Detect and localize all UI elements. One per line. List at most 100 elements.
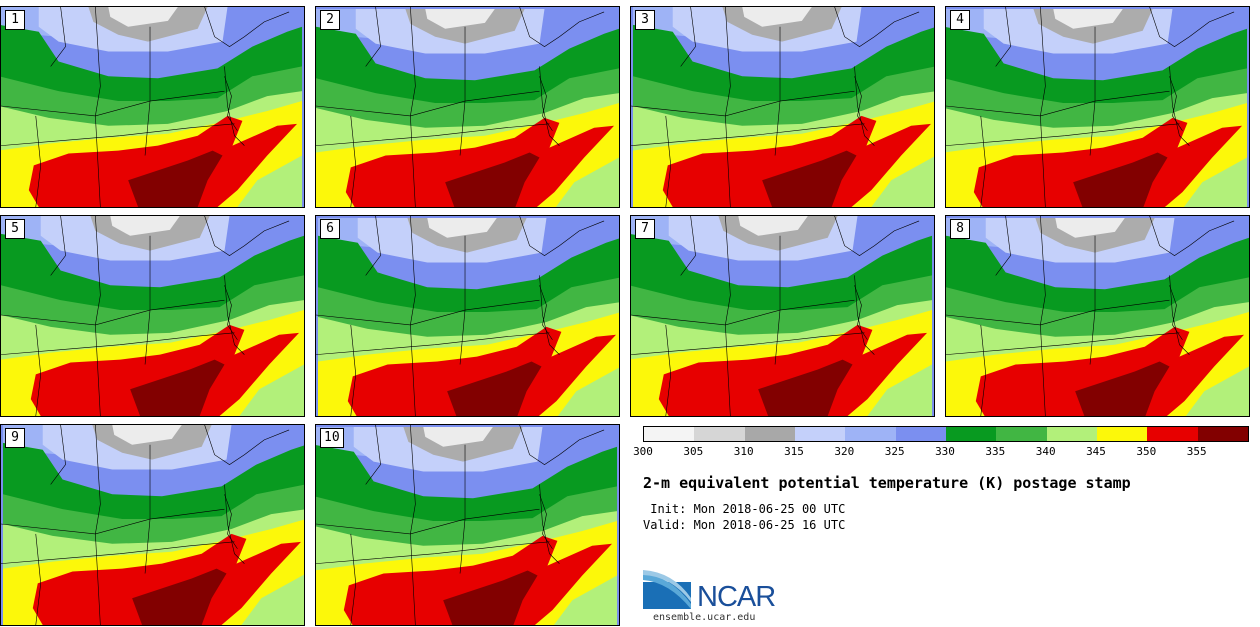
colorbar: [643, 426, 1249, 442]
field-contour: [1075, 361, 1170, 416]
boundary-line: [680, 216, 696, 276]
boundary-line: [1089, 26, 1096, 156]
colorbar-swatch: [794, 427, 846, 441]
field-contour: [973, 117, 1243, 207]
boundary-line: [204, 7, 290, 47]
ensemble-member-panel[interactable]: 9: [0, 424, 305, 626]
ensemble-member-panel[interactable]: 7: [630, 215, 935, 417]
boundary-line: [316, 299, 540, 326]
colorbar-swatch: [1046, 427, 1097, 441]
map-plot: [1, 216, 304, 416]
boundary-line: [725, 7, 731, 207]
field-contour: [112, 425, 182, 445]
map-plot: [1, 7, 304, 207]
field-contour: [425, 8, 495, 29]
boundary-line: [410, 216, 416, 416]
field-contour: [445, 152, 540, 207]
field-contour: [738, 216, 808, 236]
boundary-line: [1169, 285, 1183, 340]
boundary-line: [946, 332, 1180, 355]
colorbar-tick-label: 335: [985, 445, 1006, 458]
boundary-line: [35, 533, 42, 625]
field-contour: [130, 359, 225, 416]
boundary-line: [224, 285, 238, 340]
ensemble-member-panel[interactable]: 6: [315, 215, 620, 417]
member-number-label: 2: [320, 10, 340, 30]
ncar-logo: [643, 570, 691, 609]
boundary-line: [459, 444, 466, 574]
field-contour: [758, 359, 853, 416]
ensemble-member-panel[interactable]: 3: [630, 6, 935, 208]
logo-text: NCAR: [697, 581, 776, 613]
map-plot: [1, 425, 304, 625]
colorbar-swatch: [1147, 427, 1198, 441]
boundary-line: [631, 90, 855, 117]
colorbar-swatch: [845, 427, 896, 441]
colorbar-swatch: [694, 427, 745, 441]
boundary-line: [995, 7, 1011, 67]
boundary-line: [365, 216, 381, 276]
ensemble-member-panel[interactable]: 5: [0, 215, 305, 417]
member-number-label: 9: [5, 428, 25, 448]
boundary-line: [519, 425, 605, 465]
colorbar-tick-label: 330: [935, 445, 955, 458]
boundary-line: [946, 299, 1170, 326]
boundary-line: [665, 115, 672, 207]
boundary-line: [946, 123, 1180, 146]
field-contour: [443, 570, 538, 625]
colorbar-swatch: [644, 427, 695, 441]
boundary-line: [834, 7, 920, 47]
boundary-line: [854, 76, 868, 131]
colorbar-swatch: [996, 427, 1047, 441]
field-contour: [975, 326, 1245, 416]
colorbar-tick-label: 340: [1035, 445, 1056, 458]
colorbar-swatch: [1197, 427, 1248, 441]
boundary-line: [539, 76, 553, 131]
boundary-line: [1, 508, 225, 535]
colorbar-tick-label: 325: [884, 445, 905, 458]
boundary-line: [316, 541, 550, 564]
map-plot: [631, 216, 934, 416]
init-time: Init: Mon 2018-06-25 00 UTC: [643, 502, 846, 516]
field-contour: [1055, 217, 1125, 238]
boundary-line: [680, 7, 696, 67]
member-number-label: 1: [5, 10, 25, 30]
boundary-line: [519, 216, 605, 256]
field-contour: [1053, 8, 1123, 29]
field-contour: [343, 535, 613, 625]
ensemble-member-panel[interactable]: 10: [315, 424, 620, 626]
boundary-line: [224, 494, 238, 549]
boundary-line: [459, 26, 466, 156]
boundary-line: [50, 7, 66, 67]
map-plot: [946, 7, 1249, 207]
field-contour: [447, 361, 542, 416]
boundary-line: [316, 508, 540, 535]
ensemble-member-panel[interactable]: 4: [945, 6, 1250, 208]
boundary-line: [1040, 216, 1046, 416]
boundary-line: [410, 7, 416, 207]
figure-title: 2-m equivalent potential temperature (K)…: [643, 474, 1131, 492]
boundary-line: [1169, 76, 1183, 131]
boundary-line: [774, 235, 781, 365]
boundary-line: [350, 324, 357, 416]
boundary-line: [995, 216, 1011, 276]
ensemble-member-panel[interactable]: 8: [945, 215, 1250, 417]
colorbar-tick-label: 350: [1136, 445, 1157, 458]
boundary-line: [1, 90, 225, 117]
boundary-line: [725, 216, 731, 416]
ensemble-member-panel[interactable]: 2: [315, 6, 620, 208]
colorbar-tick-label: 305: [683, 445, 704, 458]
boundary-line: [980, 115, 987, 207]
boundary-line: [350, 115, 357, 207]
ensemble-member-panel[interactable]: 1: [0, 6, 305, 208]
colorbar-tick-label: 300: [633, 445, 653, 458]
field-contour: [347, 326, 617, 416]
boundary-line: [774, 26, 781, 156]
boundary-line: [350, 533, 357, 625]
member-number-label: 10: [320, 428, 344, 448]
colorbar-tick-label: 315: [784, 445, 804, 458]
field-contour: [110, 216, 180, 236]
boundary-line: [316, 332, 550, 355]
boundary-line: [365, 425, 381, 485]
boundary-line: [539, 494, 553, 549]
